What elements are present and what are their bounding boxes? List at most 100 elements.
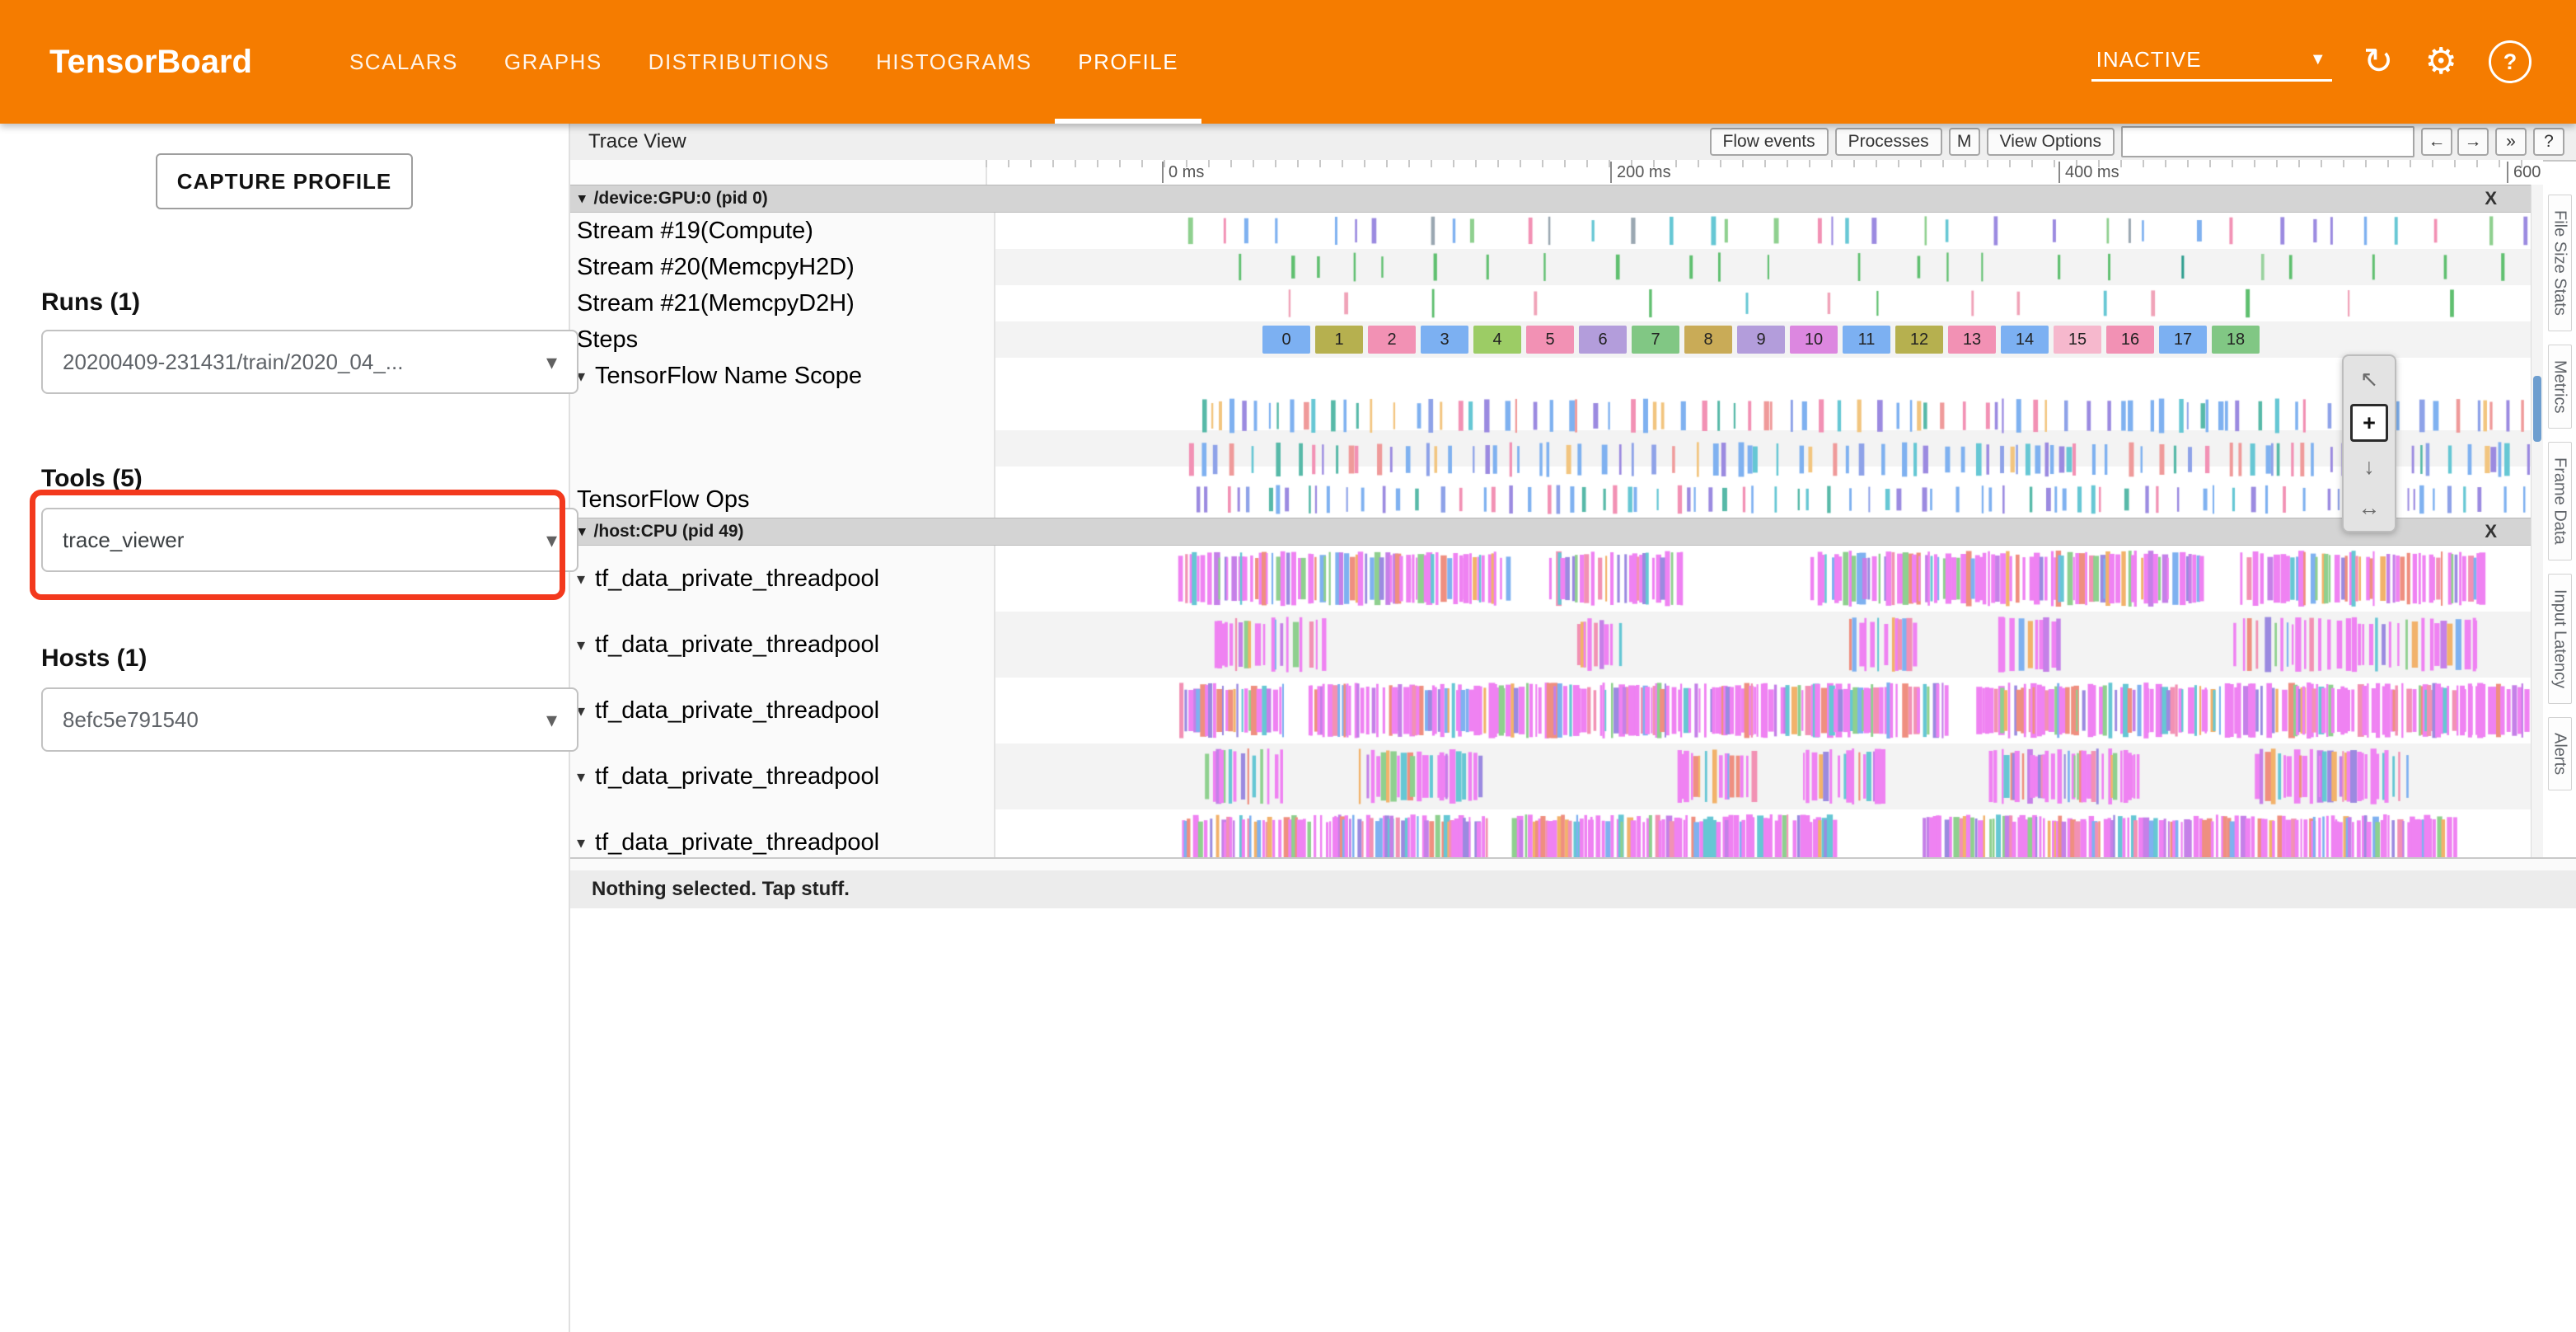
scrollbar-thumb[interactable] bbox=[2533, 376, 2541, 442]
hosts-select[interactable]: 8efc5e791540 ▾ bbox=[41, 687, 578, 752]
step-block[interactable]: 6 bbox=[1579, 326, 1627, 354]
track-label: ▾ tf_data_private_threadpool bbox=[569, 546, 995, 612]
help-icon[interactable]: ? bbox=[2489, 40, 2532, 83]
process-group-header[interactable]: ▾ /host:CPU (pid 49) X bbox=[569, 518, 2543, 546]
tab-graphs[interactable]: GRAPHS bbox=[503, 49, 602, 74]
gear-icon[interactable]: ⚙ bbox=[2424, 41, 2457, 82]
side-tab-strip: File Size Stats Metrics Frame Data Input… bbox=[2542, 185, 2576, 867]
trace-row: ▾ TensorFlow Name Scope bbox=[569, 358, 2543, 394]
track-timeline[interactable] bbox=[995, 213, 2543, 249]
flow-events-button[interactable]: Flow events bbox=[1709, 128, 1829, 156]
step-block[interactable]: 17 bbox=[2159, 326, 2207, 354]
step-block[interactable]: 15 bbox=[2054, 326, 2101, 354]
pointer-tool-button[interactable]: ↖ bbox=[2359, 366, 2379, 392]
step-block[interactable]: 8 bbox=[1684, 326, 1732, 354]
collapse-arrow-icon[interactable]: ▾ bbox=[577, 636, 586, 654]
track-name: tf_data_private_threadpool bbox=[595, 762, 880, 790]
step-block[interactable]: 13 bbox=[1948, 326, 1996, 354]
track-label: ▾ tf_data_private_threadpool bbox=[569, 612, 995, 678]
close-group-button[interactable]: X bbox=[2485, 188, 2497, 209]
tools-label: Tools (5) bbox=[41, 465, 143, 492]
step-block[interactable]: 1 bbox=[1315, 326, 1363, 354]
nav-back-button[interactable]: ← bbox=[2421, 128, 2452, 156]
track-timeline[interactable]: 0 1 2 3 4 5 6 7 8 9 10 11 12 13 14 15 16 17 18 bbox=[995, 321, 2543, 358]
vertical-scrollbar[interactable] bbox=[2531, 185, 2543, 857]
step-block[interactable]: 2 bbox=[1368, 326, 1416, 354]
step-block[interactable]: 7 bbox=[1632, 326, 1679, 354]
step-block[interactable]: 5 bbox=[1526, 326, 1574, 354]
collapse-arrow-icon[interactable]: ▾ bbox=[577, 701, 586, 720]
trace-view-title: Trace View bbox=[588, 130, 686, 152]
track-timeline[interactable] bbox=[995, 358, 2543, 394]
track-timeline[interactable] bbox=[995, 612, 2543, 678]
step-block[interactable]: 18 bbox=[2212, 326, 2260, 354]
trace-search-input[interactable] bbox=[2121, 126, 2414, 157]
trace-help-button[interactable]: ? bbox=[2533, 128, 2564, 156]
tools-select[interactable]: trace_viewer ▾ bbox=[41, 508, 578, 572]
collapse-arrow-icon[interactable]: ▾ bbox=[577, 570, 586, 589]
tab-alerts[interactable]: Alerts bbox=[2547, 716, 2572, 791]
step-block[interactable]: 10 bbox=[1790, 326, 1838, 354]
step-block[interactable]: 12 bbox=[1895, 326, 1943, 354]
collapse-arrow-icon[interactable]: ▾ bbox=[577, 833, 586, 852]
collapse-arrow-icon[interactable]: ▾ bbox=[578, 523, 586, 539]
processes-button[interactable]: Processes bbox=[1834, 128, 1942, 156]
step-block[interactable]: 11 bbox=[1843, 326, 1890, 354]
tab-scalars[interactable]: SCALARS bbox=[349, 49, 458, 74]
step-block[interactable]: 14 bbox=[2001, 326, 2049, 354]
step-block[interactable]: 16 bbox=[2106, 326, 2154, 354]
tab-metrics[interactable]: Metrics bbox=[2547, 344, 2572, 429]
close-group-button[interactable]: X bbox=[2485, 521, 2497, 542]
step-block[interactable]: 9 bbox=[1737, 326, 1785, 354]
pan-tool-button[interactable]: ↓ bbox=[2363, 453, 2375, 479]
tab-histograms[interactable]: HISTOGRAMS bbox=[875, 49, 1033, 74]
track-timeline[interactable] bbox=[995, 249, 2543, 285]
metadata-button[interactable]: M bbox=[1948, 128, 1980, 156]
process-group-header[interactable]: ▾ /device:GPU:0 (pid 0) X bbox=[569, 185, 2543, 213]
trace-ticks-canvas bbox=[995, 678, 2543, 743]
track-timeline[interactable] bbox=[995, 809, 2543, 857]
step-block[interactable]: 4 bbox=[1473, 326, 1521, 354]
trace-groups: ▾ /device:GPU:0 (pid 0) X Stream #19(Comput… bbox=[569, 185, 2543, 857]
tab-file-size-stats[interactable]: File Size Stats bbox=[2547, 195, 2572, 331]
track-timeline[interactable] bbox=[995, 481, 2543, 518]
timing-tool-button[interactable]: ↔ bbox=[2358, 495, 2381, 520]
track-timeline[interactable] bbox=[995, 394, 2543, 481]
track-name: Steps bbox=[577, 326, 639, 353]
step-block[interactable]: 0 bbox=[1262, 326, 1310, 354]
track-timeline[interactable] bbox=[995, 743, 2543, 809]
tab-distributions[interactable]: DISTRIBUTIONS bbox=[648, 49, 830, 74]
collapse-arrow-icon[interactable]: ▾ bbox=[578, 190, 586, 206]
runs-select[interactable]: 20200409-231431/train/2020_04_... ▾ bbox=[41, 330, 578, 394]
trace-ticks-canvas bbox=[995, 394, 2543, 481]
step-block[interactable]: 3 bbox=[1421, 326, 1468, 354]
nav-forward-button[interactable]: → bbox=[2457, 128, 2489, 156]
track-label: Stream #21(MemcpyD2H) bbox=[569, 285, 995, 321]
zoom-tool-button[interactable]: + bbox=[2350, 404, 2388, 442]
selection-info-bar: Nothing selected. Tap stuff. bbox=[569, 870, 2576, 910]
nav-jump-button[interactable]: » bbox=[2495, 128, 2527, 156]
track-timeline[interactable] bbox=[995, 546, 2543, 612]
collapse-arrow-icon[interactable]: ▾ bbox=[577, 767, 586, 786]
track-timeline[interactable] bbox=[995, 678, 2543, 743]
refresh-icon[interactable]: ↻ bbox=[2363, 41, 2394, 82]
tools-select-value: trace_viewer bbox=[63, 527, 185, 552]
tab-profile[interactable]: PROFILE bbox=[1055, 0, 1202, 124]
track-timeline[interactable] bbox=[995, 285, 2543, 321]
track-name: tf_data_private_threadpool bbox=[595, 565, 880, 592]
view-options-button[interactable]: View Options bbox=[1986, 128, 2115, 156]
trace-toolbar: Trace View Flow events Processes M View … bbox=[569, 124, 2576, 162]
collapse-arrow-icon[interactable]: ▾ bbox=[577, 367, 586, 386]
trace-ticks-canvas bbox=[995, 546, 2543, 612]
status-dropdown[interactable]: INACTIVE ▼ bbox=[2091, 42, 2332, 82]
hosts-label: Hosts (1) bbox=[41, 645, 148, 672]
caret-down-icon: ▼ bbox=[2309, 50, 2327, 68]
trace-row: ▾ tf_data_private_threadpool bbox=[569, 612, 2543, 678]
trace-ticks-canvas bbox=[995, 285, 2543, 321]
capture-profile-button[interactable]: CAPTURE PROFILE bbox=[156, 153, 413, 209]
track-label: TensorFlow Ops bbox=[569, 481, 995, 518]
tab-frame-data[interactable]: Frame Data bbox=[2547, 442, 2572, 560]
trace-viewport: ▾ /device:GPU:0 (pid 0) X Stream #19(Comput… bbox=[569, 185, 2543, 857]
tab-input-latency[interactable]: Input Latency bbox=[2547, 573, 2572, 704]
track-name: tf_data_private_threadpool bbox=[595, 696, 880, 724]
